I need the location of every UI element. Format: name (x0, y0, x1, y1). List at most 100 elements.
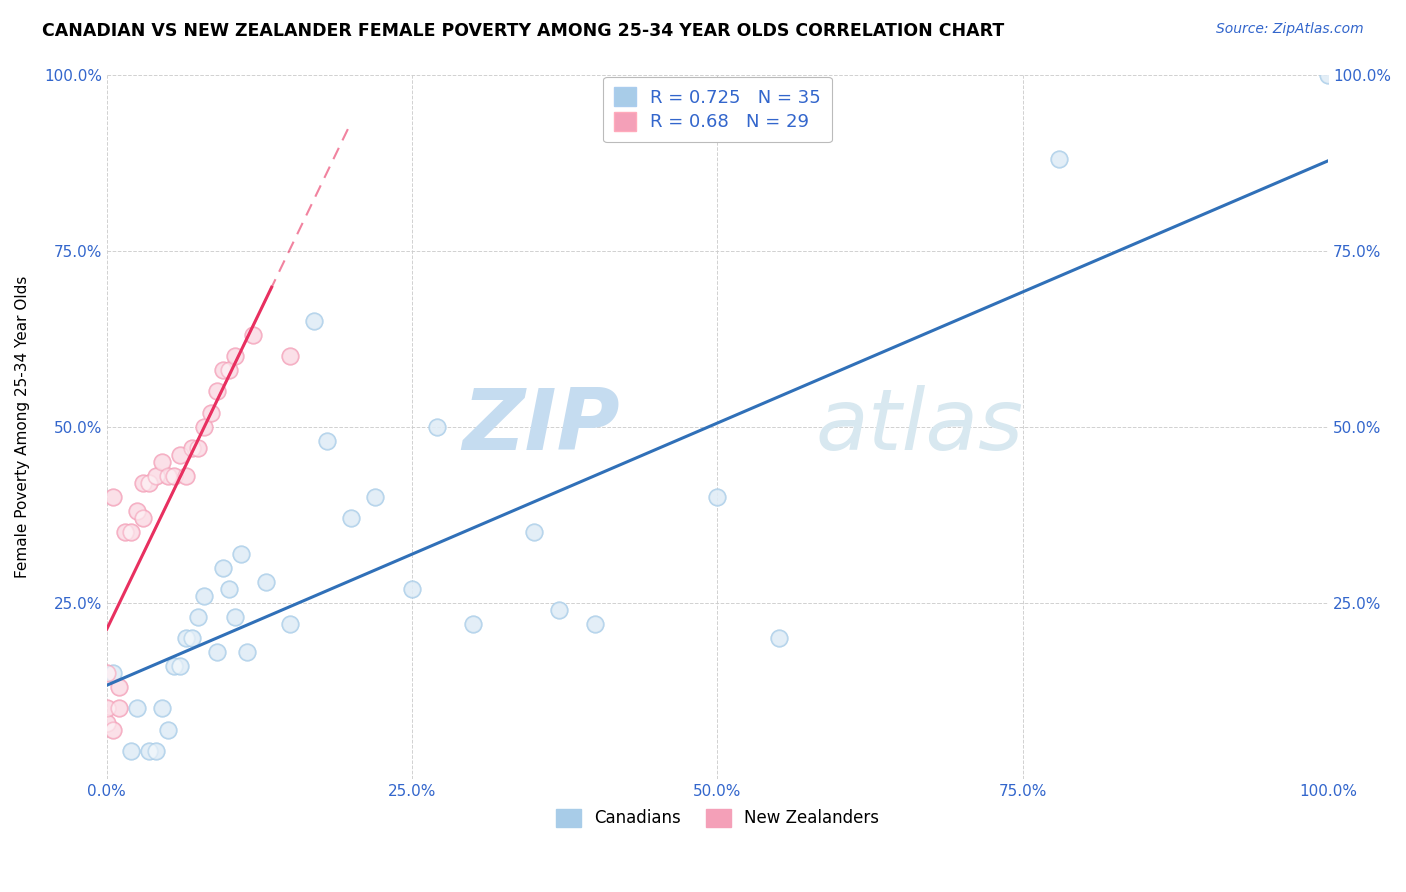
Point (315, 434, 337, 448)
Point (101, 723, 124, 737)
Point (278, 616, 301, 631)
Point (193, 419, 215, 434)
Point (224, 349, 246, 363)
Point (127, 701, 149, 715)
Point (364, 490, 387, 504)
Point (108, 681, 131, 695)
Point (120, 744, 142, 758)
Text: Source: ZipAtlas.com: Source: ZipAtlas.com (1216, 22, 1364, 37)
Point (150, 701, 173, 715)
Point (96, 715, 118, 730)
Point (315, 434, 337, 448)
Point (174, 631, 197, 645)
Point (211, 560, 233, 574)
Text: ZIP: ZIP (463, 385, 620, 468)
Point (200, 406, 222, 420)
Point (304, 314, 326, 328)
Point (304, 314, 326, 328)
Point (224, 610, 246, 624)
Point (254, 574, 277, 589)
Point (101, 666, 124, 681)
Point (218, 582, 240, 596)
Point (706, 490, 728, 504)
Point (169, 448, 191, 462)
Point (523, 525, 546, 540)
Point (132, 476, 155, 491)
Point (1049, 152, 1071, 166)
Point (340, 511, 363, 525)
Point (193, 589, 215, 603)
Point (181, 441, 204, 455)
Point (114, 525, 136, 540)
Point (218, 582, 240, 596)
Point (1049, 152, 1071, 166)
Text: atlas: atlas (815, 385, 1024, 468)
Point (547, 603, 569, 617)
Point (169, 448, 191, 462)
Point (181, 631, 204, 645)
Point (132, 476, 155, 491)
Point (108, 701, 131, 715)
Point (1317, 68, 1340, 82)
Point (706, 490, 728, 504)
Point (127, 504, 149, 518)
Point (187, 610, 209, 624)
Point (278, 616, 301, 631)
Point (145, 469, 167, 483)
Y-axis label: Female Poverty Among 25-34 Year Olds: Female Poverty Among 25-34 Year Olds (15, 276, 30, 578)
Legend: Canadians, New Zealanders: Canadians, New Zealanders (550, 802, 886, 834)
Point (205, 384, 228, 399)
Point (463, 616, 485, 631)
Point (205, 645, 228, 659)
Text: CANADIAN VS NEW ZEALANDER FEMALE POVERTY AMONG 25-34 YEAR OLDS CORRELATION CHART: CANADIAN VS NEW ZEALANDER FEMALE POVERTY… (42, 22, 1004, 40)
Point (218, 363, 240, 377)
Point (138, 476, 160, 491)
Point (425, 419, 447, 434)
Point (187, 441, 209, 455)
Point (96, 666, 118, 681)
Point (120, 744, 142, 758)
Point (150, 455, 173, 469)
Point (181, 441, 204, 455)
Point (101, 490, 124, 504)
Point (150, 455, 173, 469)
Point (108, 681, 131, 695)
Point (181, 631, 204, 645)
Point (463, 616, 485, 631)
Point (163, 659, 186, 673)
Point (340, 511, 363, 525)
Point (156, 469, 179, 483)
Point (132, 511, 155, 525)
Point (236, 645, 259, 659)
Point (364, 490, 387, 504)
Point (101, 490, 124, 504)
Point (200, 406, 222, 420)
Point (224, 349, 246, 363)
Point (101, 666, 124, 681)
Point (523, 525, 546, 540)
Point (138, 476, 160, 491)
Point (768, 631, 790, 645)
Point (163, 659, 186, 673)
Point (205, 384, 228, 399)
Point (138, 744, 160, 758)
Point (229, 547, 252, 561)
Point (169, 659, 191, 673)
Point (401, 582, 423, 596)
Point (174, 631, 197, 645)
Point (145, 469, 167, 483)
Point (156, 723, 179, 737)
Point (278, 349, 301, 363)
Point (224, 610, 246, 624)
Point (101, 723, 124, 737)
Point (156, 469, 179, 483)
Point (1317, 68, 1340, 82)
Point (163, 469, 186, 483)
Point (120, 525, 142, 540)
Point (583, 616, 606, 631)
Point (145, 744, 167, 758)
Point (127, 701, 149, 715)
Point (96, 701, 118, 715)
Point (187, 441, 209, 455)
Point (163, 469, 186, 483)
